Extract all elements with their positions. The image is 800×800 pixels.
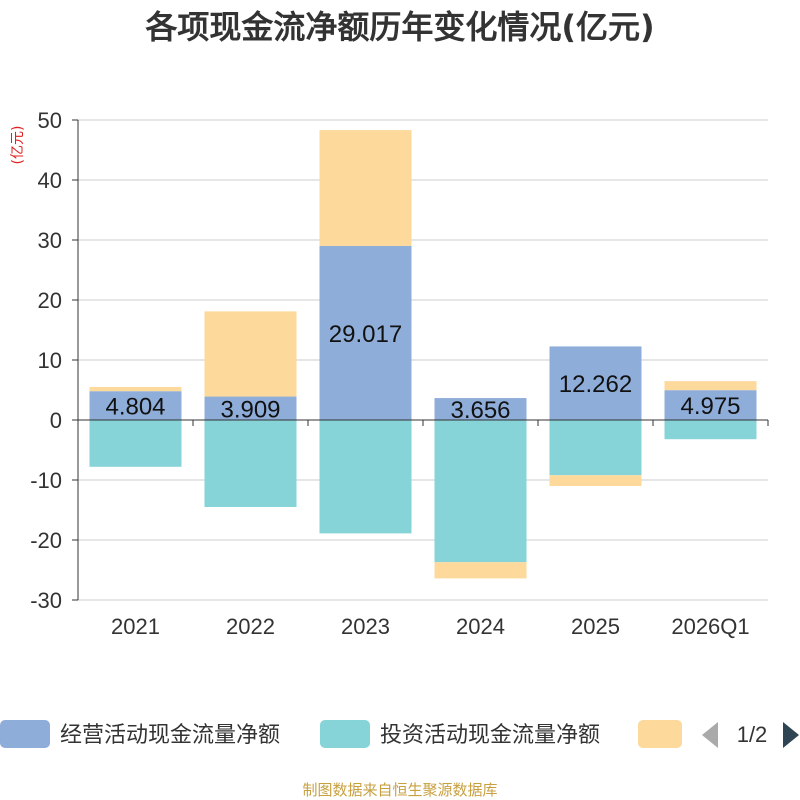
x-tick-label: 2025 — [571, 614, 620, 639]
bar-series-1[interactable] — [434, 420, 527, 563]
bar-series-1[interactable] — [664, 420, 757, 440]
legend-page-indicator: 1/2 — [737, 722, 768, 747]
legend-label-investing[interactable]: 投资活动现金流量净额 — [380, 723, 600, 748]
x-tick-label: 2026Q1 — [671, 614, 749, 639]
data-label: 4.975 — [680, 393, 740, 420]
y-axis-unit: (亿元) — [10, 126, 26, 165]
y-tick-label: -20 — [30, 528, 62, 553]
x-tick-label: 2024 — [456, 614, 505, 639]
y-tick-label: 0 — [50, 408, 62, 433]
y-tick-label: 30 — [38, 228, 62, 253]
y-tick-label: -10 — [30, 468, 62, 493]
bar-series-2[interactable] — [664, 381, 757, 391]
bar-series-0[interactable] — [319, 245, 412, 420]
legend-swatch-operating[interactable] — [0, 720, 50, 748]
data-label: 4.804 — [105, 394, 165, 421]
y-tick-label: 10 — [38, 348, 62, 373]
data-label: 3.656 — [450, 397, 510, 424]
data-label: 3.909 — [220, 396, 280, 423]
bar-series-2[interactable] — [89, 386, 182, 392]
bar-series-2[interactable] — [549, 475, 642, 486]
bars — [89, 130, 757, 579]
bar-series-2[interactable] — [204, 311, 297, 397]
gridlines — [78, 119, 768, 601]
legend-swatch-investing[interactable] — [320, 720, 370, 748]
data-label: 29.017 — [329, 321, 402, 348]
x-tick-label: 2021 — [111, 614, 160, 639]
chart-title: 各项现金流净额历年变化情况(亿元) — [145, 8, 654, 46]
legend-prev-page-icon[interactable] — [702, 722, 718, 748]
y-tick-label: 20 — [38, 288, 62, 313]
legend-swatch-financing[interactable] — [638, 720, 682, 748]
bar-series-0[interactable] — [434, 398, 527, 420]
bar-series-1[interactable] — [89, 420, 182, 467]
axes — [72, 119, 769, 601]
bar-series-2[interactable] — [319, 130, 412, 246]
data-label: 12.262 — [559, 371, 632, 398]
legend: 经营活动现金流量净额 投资活动现金流量净额 1/2 — [0, 720, 799, 748]
data-source: 制图数据来自恒生聚源数据库 — [302, 781, 497, 799]
y-tick-label: -30 — [30, 588, 62, 613]
legend-label-operating[interactable]: 经营活动现金流量净额 — [60, 723, 280, 748]
tick-labels: 50 40 30 20 10 0 -10 -20 -30 2021 2022 2023 2024 2025… — [30, 108, 749, 639]
bar-series-0[interactable] — [549, 346, 642, 420]
bar-series-1[interactable] — [204, 420, 297, 507]
bar-series-2[interactable] — [434, 562, 527, 579]
data-labels: 4.804 3.909 29.017 3.656 12.262 4.975 — [105, 321, 740, 424]
bar-series-1[interactable] — [319, 420, 412, 534]
bar-series-0[interactable] — [204, 396, 297, 420]
legend-next-page-icon[interactable] — [783, 722, 799, 748]
bar-series-0[interactable] — [89, 391, 182, 420]
bar-series-0[interactable] — [664, 390, 757, 420]
bar-series-1[interactable] — [549, 420, 642, 476]
y-tick-label: 50 — [38, 108, 62, 133]
y-tick-label: 40 — [38, 168, 62, 193]
x-tick-label: 2023 — [341, 614, 390, 639]
x-tick-label: 2022 — [226, 614, 275, 639]
